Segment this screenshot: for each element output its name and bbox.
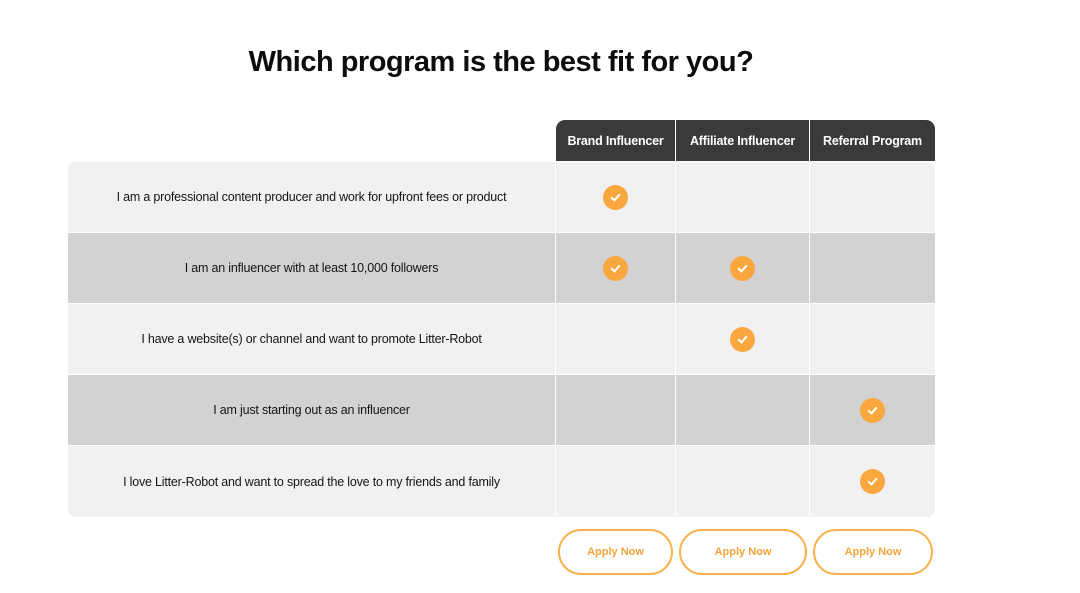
brand-influencer-cell <box>556 446 675 517</box>
comparison-table: I am a professional content producer and… <box>68 162 935 517</box>
column-header-referral-program: Referral Program <box>810 120 935 161</box>
check-circle-icon <box>730 326 755 352</box>
column-header-affiliate-influencer: Affiliate Influencer <box>676 120 809 161</box>
apply-now-referral-program-button[interactable]: Apply Now <box>813 529 933 575</box>
check-circle-icon <box>860 397 885 423</box>
row-label: I am a professional content producer and… <box>116 190 507 204</box>
apply-now-affiliate-influencer-button[interactable]: Apply Now <box>679 529 807 575</box>
row-label: I am an influencer with at least 10,000 … <box>184 261 439 275</box>
affiliate-influencer-cell <box>676 375 809 445</box>
brand-influencer-cell <box>556 304 675 374</box>
row-label: I love Litter-Robot and want to spread t… <box>123 474 500 489</box>
referral-program-cell <box>810 162 935 232</box>
brand-influencer-cell <box>556 375 675 445</box>
table-row: I am an influencer with at least 10,000 … <box>68 233 935 303</box>
row-label: I have a website(s) or channel and want … <box>141 332 482 346</box>
affiliate-influencer-cell <box>676 162 809 232</box>
referral-program-cell <box>810 446 935 517</box>
affiliate-influencer-cell <box>676 304 809 374</box>
table-row: I am just starting out as an influencer <box>68 375 935 445</box>
referral-program-cell <box>810 304 935 374</box>
table-row: I love Litter-Robot and want to spread t… <box>68 446 935 517</box>
table-row: I am a professional content producer and… <box>68 162 935 232</box>
check-circle-icon <box>603 184 628 210</box>
table-row: I have a website(s) or channel and want … <box>68 304 935 374</box>
affiliate-influencer-cell <box>676 446 809 517</box>
referral-program-cell <box>810 375 935 445</box>
check-circle-icon <box>730 255 755 281</box>
check-circle-icon <box>860 469 885 494</box>
check-circle-icon <box>603 255 628 281</box>
affiliate-influencer-cell <box>676 233 809 303</box>
brand-influencer-cell <box>556 233 675 303</box>
brand-influencer-cell <box>556 162 675 232</box>
referral-program-cell <box>810 233 935 303</box>
row-label: I am just starting out as an influencer <box>213 403 410 417</box>
column-header-brand-influencer: Brand Influencer <box>556 120 675 161</box>
apply-now-brand-influencer-button[interactable]: Apply Now <box>558 529 673 575</box>
page-title: Which program is the best fit for you? <box>248 46 754 78</box>
